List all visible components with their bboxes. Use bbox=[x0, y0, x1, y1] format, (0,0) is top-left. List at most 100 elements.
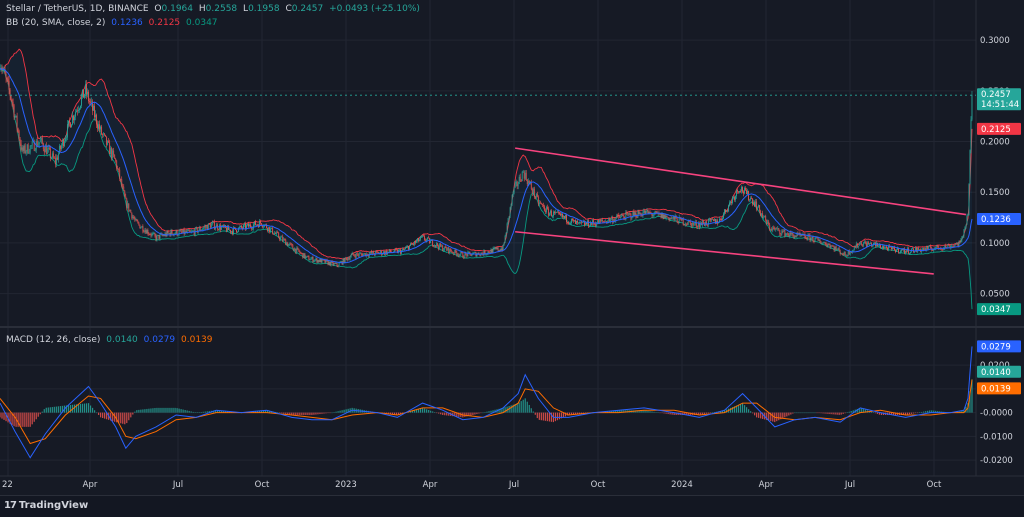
candle-body bbox=[366, 253, 368, 256]
macd-hist-bar bbox=[542, 412, 544, 421]
macd-hist-bar bbox=[838, 412, 840, 415]
candle-body bbox=[456, 252, 458, 256]
candle-body bbox=[523, 171, 525, 179]
macd-hist-bar bbox=[43, 409, 45, 413]
candle-body bbox=[729, 202, 730, 206]
macd-hist-bar bbox=[325, 412, 327, 414]
bb-legend[interactable]: BB (20, SMA, close, 2) 0.1236 0.2125 0.0… bbox=[6, 18, 221, 28]
candle-body bbox=[653, 214, 655, 216]
candle-body bbox=[295, 248, 297, 253]
macd-hist-bar bbox=[504, 407, 506, 413]
candle-body bbox=[435, 245, 437, 247]
candle-body bbox=[660, 213, 662, 218]
time-axis-label-3: Oct bbox=[255, 480, 270, 490]
macd-hist-bar bbox=[339, 410, 341, 413]
candle-body bbox=[610, 219, 612, 222]
candle-body bbox=[334, 263, 336, 265]
candle-body bbox=[454, 249, 456, 254]
candle-body bbox=[439, 243, 441, 249]
candle-body bbox=[320, 259, 322, 263]
candle-body bbox=[445, 246, 447, 249]
candle-body bbox=[890, 246, 891, 248]
candle-body bbox=[733, 197, 734, 199]
macd-hist-bar bbox=[206, 411, 208, 413]
candle-body bbox=[327, 260, 329, 265]
macd-hist-bar bbox=[283, 412, 285, 414]
macd-hist-bar bbox=[256, 411, 259, 413]
candle-body bbox=[784, 229, 786, 237]
macd-hist-bar bbox=[745, 407, 748, 413]
candle-body bbox=[308, 256, 310, 261]
candle-body bbox=[742, 187, 743, 192]
macd-hist-bar bbox=[548, 412, 550, 422]
time-axis-label-10: Jul bbox=[844, 480, 855, 490]
candle-body bbox=[791, 233, 793, 235]
candle-body bbox=[60, 145, 62, 149]
macd-hist-bar bbox=[705, 412, 707, 414]
candle-body bbox=[176, 230, 178, 236]
candle-body bbox=[59, 145, 61, 149]
macd-hist-bar bbox=[770, 412, 772, 422]
macd-hist-value: 0.0140 bbox=[106, 335, 138, 345]
macd-hist-bar bbox=[289, 412, 291, 415]
candle-body bbox=[648, 211, 650, 214]
candle-body bbox=[557, 211, 558, 213]
candle-body bbox=[17, 128, 19, 132]
candle-body bbox=[52, 153, 54, 158]
candle-body bbox=[330, 261, 332, 266]
candle-body bbox=[513, 187, 515, 193]
macd-hist-bar bbox=[33, 412, 35, 422]
macd-hist-bar bbox=[655, 412, 657, 413]
candle-body bbox=[854, 247, 856, 249]
macd-hist-bar bbox=[514, 404, 516, 413]
macd-hist-bar bbox=[739, 403, 742, 413]
macd-hist-bar bbox=[621, 410, 623, 413]
macd-hist-bar bbox=[156, 407, 158, 413]
macd-hist-bar bbox=[969, 391, 971, 413]
candle-body bbox=[466, 253, 468, 257]
candle-body bbox=[463, 257, 465, 258]
candle-body bbox=[550, 210, 552, 217]
candle-body bbox=[245, 223, 246, 229]
candle-body bbox=[162, 235, 164, 237]
candle-body bbox=[396, 249, 397, 251]
candle-body bbox=[31, 141, 33, 146]
time-axis-label-7: Oct bbox=[591, 480, 606, 490]
candle-body bbox=[240, 225, 241, 228]
candle-body bbox=[912, 248, 914, 250]
macd-hist-bar bbox=[315, 412, 317, 415]
candle-body bbox=[399, 249, 400, 251]
candle-body bbox=[109, 142, 111, 155]
candle-body bbox=[971, 95, 973, 120]
macd-hist-bar bbox=[794, 412, 796, 414]
macd-hist-bar bbox=[226, 411, 228, 413]
candle-body bbox=[154, 233, 156, 236]
tradingview-logo[interactable]: 17 TradingView bbox=[4, 500, 88, 511]
macd-legend[interactable]: MACD (12, 26, close) 0.0140 0.0279 0.013… bbox=[6, 335, 216, 345]
macd-hist-bar bbox=[323, 412, 325, 414]
candle-body bbox=[271, 227, 273, 229]
candle-body bbox=[795, 236, 797, 238]
candle-body bbox=[145, 230, 147, 234]
candle-body bbox=[346, 258, 348, 261]
macd-hist-bar bbox=[438, 412, 440, 414]
candle-body bbox=[317, 260, 319, 263]
candle-body bbox=[444, 246, 446, 250]
macd-hist-bar bbox=[713, 412, 715, 413]
candle-body bbox=[750, 197, 752, 200]
candle-body bbox=[309, 259, 311, 261]
candle-body bbox=[136, 219, 138, 222]
candle-body bbox=[24, 145, 26, 153]
candle-body bbox=[662, 213, 664, 219]
candle-body bbox=[377, 252, 379, 254]
candle-body bbox=[541, 204, 543, 206]
candle-body bbox=[941, 248, 943, 250]
macd-hist-bar bbox=[709, 412, 711, 414]
candle-body bbox=[845, 255, 847, 257]
candle-body bbox=[829, 244, 831, 248]
candle-body bbox=[404, 249, 405, 251]
time-axis-label-5: Apr bbox=[423, 480, 438, 490]
macd-hist-bar bbox=[925, 411, 927, 413]
candle-body bbox=[652, 215, 654, 217]
